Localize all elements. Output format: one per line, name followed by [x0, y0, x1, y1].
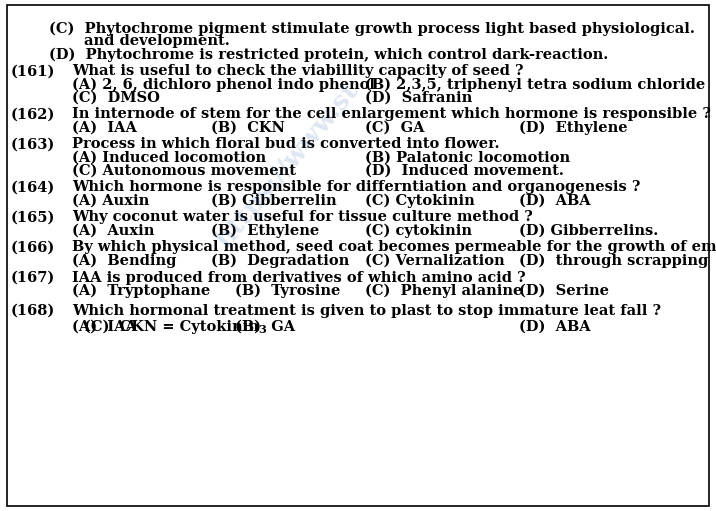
Text: (D)  through scrapping: (D) through scrapping — [519, 253, 709, 268]
Text: (B)  Tyrosine: (B) Tyrosine — [235, 284, 341, 298]
Text: (C) Autonomous movement: (C) Autonomous movement — [72, 164, 296, 177]
Text: (C)  DMSO: (C) DMSO — [72, 90, 160, 104]
Text: (D)  ABA: (D) ABA — [519, 193, 591, 207]
Text: (C) Vernalization: (C) Vernalization — [365, 253, 505, 267]
Text: (D)  Phytochrome is restricted protein, which control dark-reaction.: (D) Phytochrome is restricted protein, w… — [49, 47, 609, 61]
Text: (D)  Safranin: (D) Safranin — [365, 90, 473, 104]
Text: (168): (168) — [11, 304, 55, 317]
Text: Process in which floral bud is converted into flower.: Process in which floral bud is converted… — [72, 137, 499, 151]
Text: (A)  Bending: (A) Bending — [72, 253, 176, 268]
Text: (B)  Ethylene: (B) Ethylene — [211, 223, 319, 238]
Text: Which hormone is responsible for differntiation and organogenesis ?: Which hormone is responsible for differn… — [72, 180, 640, 194]
Text: (161): (161) — [11, 64, 55, 78]
Text: (B)  CKN: (B) CKN — [211, 120, 284, 134]
Text: (A) Auxin: (A) Auxin — [72, 193, 149, 207]
Text: (A)  IAA: (A) IAA — [72, 120, 137, 134]
Text: (B)  GA: (B) GA — [235, 319, 295, 334]
Text: (A)  IAA: (A) IAA — [72, 319, 137, 334]
Text: 3: 3 — [258, 323, 266, 335]
Text: (D) Gibberrelins.: (D) Gibberrelins. — [519, 223, 659, 238]
Text: IAA is produced from derivatives of which amino acid ?: IAA is produced from derivatives of whic… — [72, 270, 526, 285]
Text: What is useful to check the viabillity capacity of seed ?: What is useful to check the viabillity c… — [72, 64, 523, 78]
Text: (C)  Phytochrome pigment stimulate growth process light based physiological.: (C) Phytochrome pigment stimulate growth… — [49, 21, 695, 36]
Text: (C) Cytokinin: (C) Cytokinin — [365, 193, 475, 208]
Text: (165): (165) — [11, 211, 55, 224]
Text: (A)  Tryptophane: (A) Tryptophane — [72, 284, 210, 298]
Text: https://www.st: https://www.st — [211, 78, 364, 253]
Text: (B) Gibberrelin: (B) Gibberrelin — [211, 193, 337, 207]
Text: (C)  GA: (C) GA — [365, 120, 425, 134]
Text: and development.: and development. — [84, 34, 230, 48]
Text: (D)  Serine: (D) Serine — [519, 284, 609, 297]
Text: In internode of stem for the cell enlargement which hormone is responsible ?: In internode of stem for the cell enlarg… — [72, 107, 710, 121]
Text: (A) Induced locomotion: (A) Induced locomotion — [72, 150, 266, 165]
Text: (D)  Induced movement.: (D) Induced movement. — [365, 164, 564, 177]
Text: (167): (167) — [11, 270, 55, 285]
Text: (D)  ABA: (D) ABA — [519, 319, 591, 334]
Text: (D)  Ethylene: (D) Ethylene — [519, 120, 628, 135]
Text: By which physical method, seed coat becomes permeable for the growth of embryo ?: By which physical method, seed coat beco… — [72, 241, 716, 254]
Text: (166): (166) — [11, 241, 55, 254]
Text: Which hormonal treatment is given to plast to stop immature leat fall ?: Which hormonal treatment is given to pla… — [72, 304, 661, 317]
Text: (162): (162) — [11, 107, 55, 121]
Text: (A) 2, 6, dichloro phenol indo phenol: (A) 2, 6, dichloro phenol indo phenol — [72, 77, 374, 91]
Text: (B)  Degradation: (B) Degradation — [211, 253, 349, 268]
Text: (C)  CKN = Cytokinin: (C) CKN = Cytokinin — [84, 319, 259, 334]
Text: Why coconut water is useful for tissue culture method ?: Why coconut water is useful for tissue c… — [72, 211, 533, 224]
Text: (A)  Auxin: (A) Auxin — [72, 223, 154, 238]
Text: (B) Palatonic locomotion: (B) Palatonic locomotion — [365, 150, 570, 165]
Text: (C) cytokinin: (C) cytokinin — [365, 223, 472, 238]
Text: (C)  Phenyl alanine: (C) Phenyl alanine — [365, 284, 523, 298]
Text: (163): (163) — [11, 137, 55, 151]
Text: (B) 2,3,5, triphenyl tetra sodium chloride: (B) 2,3,5, triphenyl tetra sodium chlori… — [365, 77, 705, 91]
Text: (164): (164) — [11, 180, 55, 194]
